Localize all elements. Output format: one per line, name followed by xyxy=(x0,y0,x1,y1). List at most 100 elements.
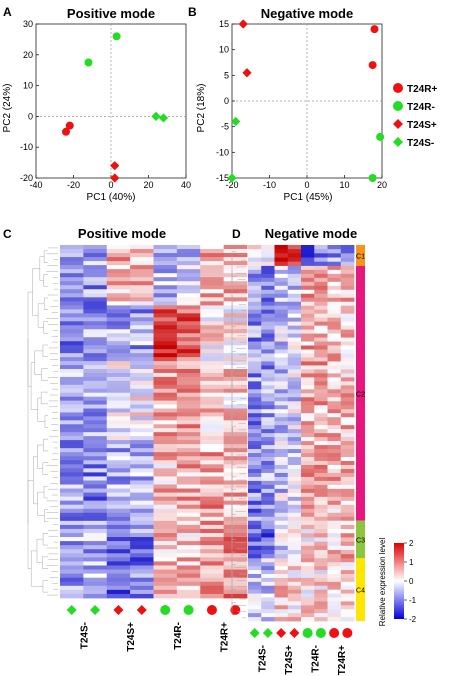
heatmap-cell xyxy=(223,325,248,330)
heatmap-cell xyxy=(248,397,262,402)
heatmap-cell xyxy=(130,289,154,294)
heatmap-cell xyxy=(130,589,154,595)
heatmap-cell xyxy=(287,425,302,430)
heatmap-cell xyxy=(83,464,108,469)
heatmap-cell xyxy=(340,357,355,362)
y-tick-label: 30 xyxy=(23,19,33,29)
heatmap-cell xyxy=(261,313,275,319)
heatmap-cell xyxy=(223,396,248,401)
heatmap-cell xyxy=(314,385,328,390)
heatmap-cell xyxy=(274,401,289,406)
heatmap-cell xyxy=(223,261,248,266)
heatmap-cell xyxy=(153,297,178,302)
heatmap-cell xyxy=(83,537,108,542)
heatmap-cell xyxy=(287,349,302,354)
heatmap-cell xyxy=(327,554,342,559)
heatmap-cell xyxy=(340,541,355,547)
heatmap-cell xyxy=(274,281,289,287)
heatmap-cell xyxy=(200,396,225,401)
heatmap-cell xyxy=(261,321,275,327)
heatmap-cell xyxy=(287,273,302,279)
heatmap-cell xyxy=(274,273,289,279)
heatmap-cell xyxy=(340,389,355,394)
heatmap-cell xyxy=(130,516,154,522)
heatmap-cell xyxy=(327,617,342,622)
heatmap-cell xyxy=(274,585,289,591)
heatmap-cell xyxy=(340,605,355,610)
heatmap-cell xyxy=(153,369,178,374)
heatmap-cell xyxy=(261,377,275,382)
heatmap-cell xyxy=(223,361,248,366)
heatmap-cell xyxy=(153,516,178,522)
heatmap-cell xyxy=(301,361,315,366)
heatmap-cell xyxy=(106,384,131,390)
heatmap-cell xyxy=(200,301,225,306)
heatmap-cell xyxy=(287,520,302,526)
heatmap-cell xyxy=(327,337,342,342)
heatmap-cell xyxy=(200,333,225,338)
heatmap-cell xyxy=(106,297,131,302)
heatmap-cell xyxy=(153,372,178,378)
heatmap-cell xyxy=(261,249,275,254)
heatmap-cell xyxy=(176,589,201,595)
heatmap-cell xyxy=(327,377,342,382)
heatmap-cell xyxy=(60,444,84,449)
heatmap-cell xyxy=(327,504,342,510)
heatmap-cell xyxy=(301,409,315,414)
heatmap-cell xyxy=(340,577,355,583)
heatmap-cell xyxy=(176,317,201,322)
heatmap-cell xyxy=(176,541,201,546)
heatmap-cell xyxy=(60,545,84,550)
heatmap-cell xyxy=(248,549,262,555)
heatmap-cell xyxy=(327,289,342,295)
heatmap-cell xyxy=(106,492,131,498)
heatmap-cell xyxy=(261,269,275,275)
heatmap-cell xyxy=(274,417,289,422)
heatmap-cell xyxy=(287,449,302,454)
heatmap-cell xyxy=(327,585,342,591)
heatmap-cell xyxy=(248,253,262,258)
heatmap-cell xyxy=(200,305,225,310)
heatmap-cell xyxy=(200,404,225,409)
data-point xyxy=(368,61,377,70)
heatmap-cell xyxy=(176,488,201,493)
heatmap-cell xyxy=(153,337,178,342)
heatmap-cell xyxy=(176,524,201,530)
heatmap-cell xyxy=(248,512,262,518)
heatmap-cell xyxy=(287,464,302,470)
heatmap-cell xyxy=(176,396,201,401)
heatmap-cell xyxy=(176,249,201,254)
heatmap-cell xyxy=(314,500,328,506)
heatmap-cell xyxy=(153,500,178,506)
data-point xyxy=(65,121,74,130)
heatmap-cell xyxy=(60,476,84,481)
heatmap-cell xyxy=(200,557,225,562)
heatmap-cell xyxy=(248,468,262,474)
heatmap-cell xyxy=(327,317,342,323)
heatmap-cell xyxy=(83,561,108,566)
heatmap-cell xyxy=(274,480,289,486)
heatmap-cell xyxy=(287,325,302,330)
heatmap-cell xyxy=(223,561,248,566)
heatmap-cell xyxy=(314,480,328,486)
heatmap-cell xyxy=(176,261,201,266)
heatmap-cell xyxy=(223,392,248,398)
heatmap-cell xyxy=(261,508,275,514)
heatmap-cell xyxy=(261,457,275,462)
heatmap-cell xyxy=(130,480,154,485)
heatmap-cell xyxy=(200,392,225,398)
heatmap-cell xyxy=(248,369,262,374)
heatmap-cell xyxy=(261,265,275,271)
heatmap-cell xyxy=(327,537,342,543)
heatmap-cell xyxy=(248,409,262,414)
heatmap-cell xyxy=(60,436,84,441)
heatmap-cell xyxy=(200,321,225,326)
heatmap-cell xyxy=(223,573,248,579)
heatmap-cell xyxy=(301,488,315,494)
heatmap-cell xyxy=(248,504,262,510)
heatmap-cell xyxy=(248,508,262,514)
heatmap-cell xyxy=(261,589,275,594)
heatmap-cell xyxy=(200,269,225,274)
heatmap-cell xyxy=(314,301,328,307)
heatmap-cell xyxy=(130,581,154,587)
